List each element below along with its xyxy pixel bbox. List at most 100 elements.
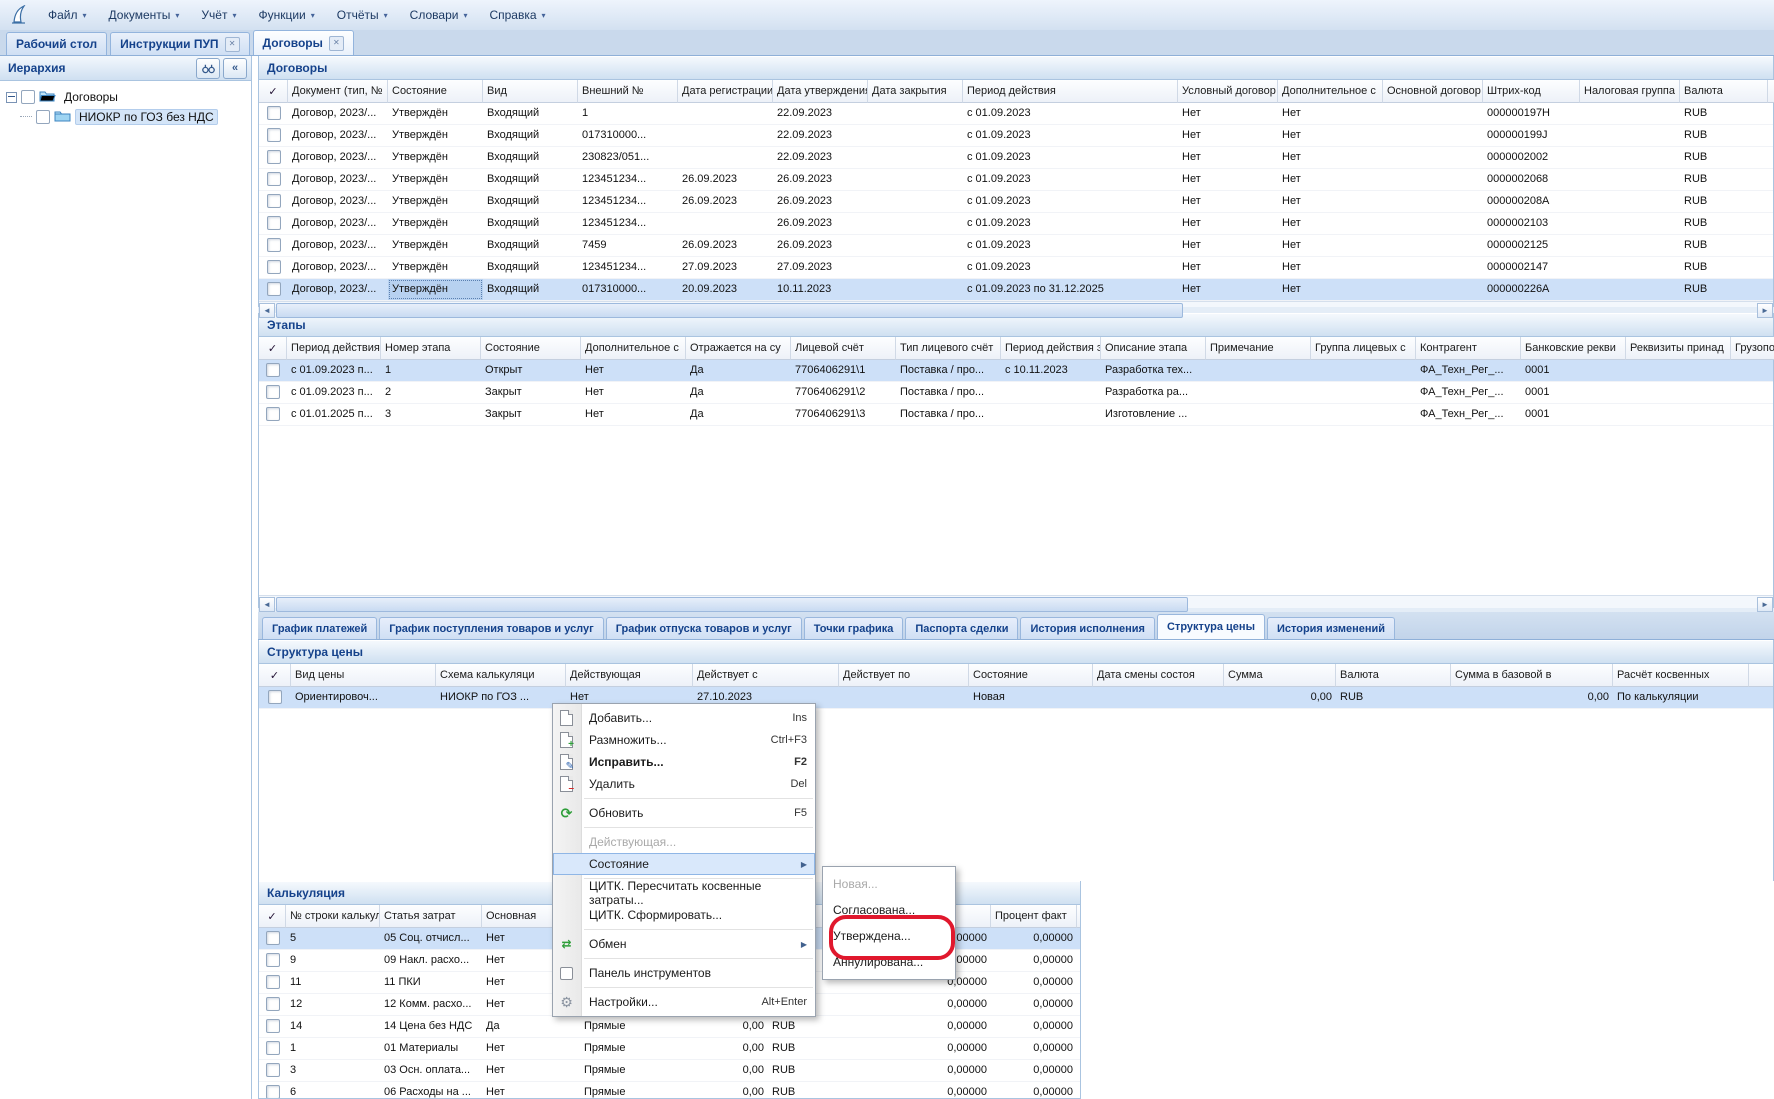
scrollbar-thumb[interactable] xyxy=(276,302,1183,318)
row-checkbox[interactable] xyxy=(265,953,280,967)
column-header[interactable]: Состояние xyxy=(388,80,483,103)
column-header[interactable]: Валюта xyxy=(1680,80,1768,103)
row-checkbox[interactable] xyxy=(266,106,281,120)
column-header[interactable]: Сумма в базовой в xyxy=(1451,664,1613,687)
menubar-item-Файл[interactable]: Файл ▾ xyxy=(48,8,87,22)
column-header[interactable]: Банковские рекви xyxy=(1521,337,1626,360)
menubar-item-Справка[interactable]: Справка ▾ xyxy=(489,8,546,22)
column-header[interactable]: Процент факт xyxy=(991,905,1077,928)
column-header[interactable]: Сумма xyxy=(1224,664,1336,687)
row-checkbox[interactable] xyxy=(265,1041,280,1055)
column-header[interactable]: Дополнительное с xyxy=(1278,80,1383,103)
scroll-left-icon[interactable]: ◄ xyxy=(259,302,275,318)
column-header[interactable]: Дата утверждения xyxy=(773,80,868,103)
context-menu-item-панель-инструментов[interactable]: Панель инструментов xyxy=(553,962,815,984)
column-header[interactable]: Статья затрат xyxy=(380,905,482,928)
row-checkbox[interactable] xyxy=(266,260,281,274)
menubar-item-Отчёты[interactable]: Отчёты ▾ xyxy=(336,8,388,22)
table-row[interactable]: 14 14 Цена без НДС Да Прямые 0,00 RUB 0,00000 0… xyxy=(259,1016,1080,1038)
column-header[interactable]: Контрагент xyxy=(1416,337,1521,360)
table-row[interactable]: Договор, 2023/... Утверждён Входящий 017310… xyxy=(259,279,1773,301)
table-row[interactable]: Договор, 2023/... Утверждён Входящий 017310… xyxy=(259,125,1773,147)
column-header[interactable]: Условный договор xyxy=(1178,80,1278,103)
column-header[interactable]: № строки калькул xyxy=(286,905,380,928)
column-header[interactable]: Грузополучатель xyxy=(1731,337,1774,360)
subtab-График отпуска товаров и услуг[interactable]: График отпуска товаров и услуг xyxy=(605,617,802,639)
table-row[interactable]: Договор, 2023/... Утверждён Входящий 123451… xyxy=(259,191,1773,213)
column-header[interactable]: Валюта xyxy=(1336,664,1451,687)
tree-node-label[interactable]: НИОКР по ГОЗ без НДС xyxy=(75,109,218,125)
column-header[interactable]: Лицевой счёт xyxy=(791,337,896,360)
context-menu-item-добавить-[interactable]: Добавить... Ins xyxy=(553,707,815,729)
row-checkbox[interactable] xyxy=(265,975,280,989)
column-header[interactable]: Номер этапа xyxy=(381,337,481,360)
scroll-right-icon[interactable]: ► xyxy=(1757,302,1773,318)
select-all-header[interactable]: ✓ xyxy=(259,905,286,928)
row-checkbox[interactable] xyxy=(266,407,280,421)
subtab-История исполнения[interactable]: История исполнения xyxy=(1020,617,1155,639)
row-checkbox[interactable] xyxy=(265,997,280,1011)
column-header[interactable]: Реквизиты принад xyxy=(1626,337,1731,360)
context-menu-item-цитк-пересчитать-косвенные-затраты-[interactable]: ЦИТК. Пересчитать косвенные затраты... xyxy=(553,879,815,907)
table-row[interactable]: 6 06 Расходы на ... Нет Прямые 0,00 RUB 0,0000… xyxy=(259,1082,1080,1098)
row-checkbox[interactable] xyxy=(265,1085,280,1098)
table-row[interactable]: с 01.09.2023 п... 2 Закрыт Нет Да 7706406291\… xyxy=(259,382,1773,404)
select-all-header[interactable]: ✓ xyxy=(259,337,287,360)
table-row[interactable]: Договор, 2023/... Утверждён Входящий 123451… xyxy=(259,257,1773,279)
context-menu-item-состояние[interactable]: Состояние ▶ xyxy=(553,853,815,875)
column-header[interactable]: Документ (тип, № xyxy=(288,80,388,103)
column-header[interactable]: Вид xyxy=(483,80,578,103)
column-header[interactable]: Налоговая группа xyxy=(1580,80,1680,103)
column-header[interactable]: Дополнительное с xyxy=(581,337,686,360)
row-checkbox[interactable] xyxy=(266,238,281,252)
context-menu-item-цитк-сформировать-[interactable]: ЦИТК. Сформировать... xyxy=(553,904,815,926)
subtab-Паспорта сделки[interactable]: Паспорта сделки xyxy=(905,617,1019,639)
tree-node-niokr[interactable]: НИОКР по ГОЗ без НДС xyxy=(6,107,251,127)
collapse-expander-icon[interactable] xyxy=(6,91,17,103)
table-row[interactable]: 1 01 Материалы Нет Прямые 0,00 RUB 0,00000 0,00… xyxy=(259,1038,1080,1060)
scroll-left-icon[interactable]: ◄ xyxy=(259,596,275,612)
table-row[interactable]: Договор, 2023/... Утверждён Входящий 123451… xyxy=(259,169,1773,191)
scroll-right-icon[interactable]: ► xyxy=(1757,596,1773,612)
subtab-Структура цены[interactable]: Структура цены xyxy=(1156,614,1265,639)
tab-Договоры[interactable]: Договоры ✕ xyxy=(252,30,354,55)
column-header[interactable]: Период действия э xyxy=(1001,337,1101,360)
stages-hscrollbar[interactable]: ◄ ► xyxy=(259,595,1773,612)
context-menu-item-удалить[interactable]: – Удалить Del xyxy=(553,773,815,795)
table-row[interactable]: Договор, 2023/... Утверждён Входящий 1 22.09… xyxy=(259,103,1773,125)
table-row[interactable]: 3 03 Осн. оплата... Нет Прямые 0,00 RUB 0,0000… xyxy=(259,1060,1080,1082)
submenu-item-аннулирована-[interactable]: Аннулирована... xyxy=(833,955,924,969)
contracts-hscrollbar[interactable]: ◄ ► xyxy=(259,301,1773,318)
column-header[interactable]: Действует по xyxy=(839,664,969,687)
subtab-Точки графика[interactable]: Точки графика xyxy=(803,617,904,639)
column-header[interactable]: Период действия xyxy=(963,80,1178,103)
column-header[interactable]: Описание этапа xyxy=(1101,337,1206,360)
menubar-item-Документы[interactable]: Документы ▾ xyxy=(108,8,180,22)
column-header[interactable]: Дата регистрации xyxy=(678,80,773,103)
context-menu-item-размножить-[interactable]: + Размножить... Ctrl+F3 xyxy=(553,729,815,751)
column-header[interactable]: Действующая xyxy=(566,664,693,687)
tab-Инструкции ПУП[interactable]: Инструкции ПУП ✕ xyxy=(110,32,250,55)
tree-checkbox[interactable] xyxy=(36,110,50,124)
row-checkbox[interactable] xyxy=(266,150,281,164)
column-header[interactable]: Примечание xyxy=(1206,337,1311,360)
context-menu-item-исправить-[interactable]: ✎ Исправить... F2 xyxy=(553,751,815,773)
subtab-График поступления товаров и услуг[interactable]: График поступления товаров и услуг xyxy=(379,617,604,639)
scrollbar-thumb[interactable] xyxy=(276,596,1188,612)
subtab-График платежей[interactable]: График платежей xyxy=(262,617,378,639)
menubar-item-Словари[interactable]: Словари ▾ xyxy=(409,8,468,22)
row-checkbox[interactable] xyxy=(265,931,280,945)
context-menu-item-обмен[interactable]: ⇄ Обмен ▶ xyxy=(553,933,815,955)
table-row[interactable]: Договор, 2023/... Утверждён Входящий 123451… xyxy=(259,213,1773,235)
context-menu-item-обновить[interactable]: ⟳ Обновить F5 xyxy=(553,802,815,824)
row-checkbox[interactable] xyxy=(266,194,281,208)
binoculars-icon[interactable] xyxy=(196,57,220,79)
column-header[interactable]: Вид цены xyxy=(291,664,436,687)
menubar-item-Функции[interactable]: Функции ▾ xyxy=(258,8,315,22)
select-all-header[interactable]: ✓ xyxy=(259,80,288,103)
table-row[interactable]: Договор, 2023/... Утверждён Входящий 7459 26… xyxy=(259,235,1773,257)
select-all-header[interactable]: ✓ xyxy=(259,664,291,687)
column-header[interactable]: Период действия.. xyxy=(287,337,381,360)
row-checkbox[interactable] xyxy=(266,363,280,377)
row-checkbox[interactable] xyxy=(266,128,281,142)
